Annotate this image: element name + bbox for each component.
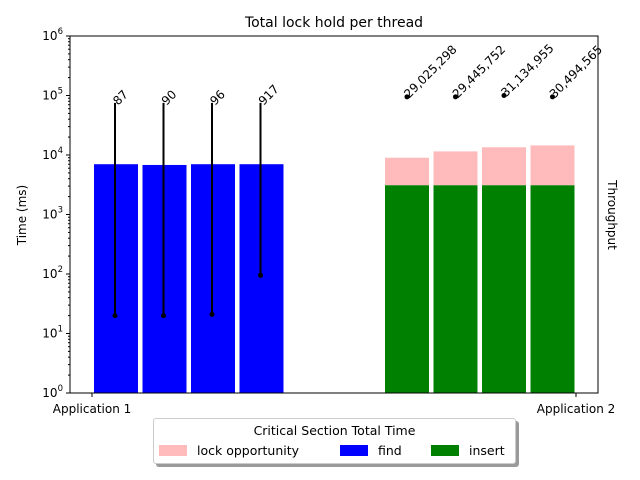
legend-title: Critical Section Total Time xyxy=(253,423,416,438)
y-tick-label: 101 xyxy=(42,325,63,341)
plot-area: 100 101 102 103 104 105 106 Application 1 Applic… xyxy=(42,27,615,416)
legend-swatch-find xyxy=(340,445,368,456)
y-axis-label: Time (ms) xyxy=(15,185,29,247)
lock-opportunity-bar xyxy=(530,145,575,186)
y-tick-label: 105 xyxy=(42,87,63,103)
insert-bar xyxy=(433,185,478,393)
plot-frame xyxy=(69,35,599,394)
legend-item-lock-opportunity: lock opportunity xyxy=(159,443,299,458)
legend-label-find: find xyxy=(378,443,402,458)
x-tick-label: Application 1 xyxy=(53,402,132,416)
y-tick-label: 106 xyxy=(42,27,63,43)
lock-opportunity-bar xyxy=(433,151,478,186)
legend-label-insert: insert xyxy=(469,443,505,458)
legend-swatch-lock-opportunity xyxy=(159,445,187,456)
legend-item-find: find xyxy=(340,443,402,458)
y-axis-label-right: Throughput xyxy=(605,179,619,250)
throughput-point xyxy=(501,93,507,98)
error-bar-point xyxy=(258,272,263,278)
throughput-point xyxy=(404,94,410,100)
lock-opportunity-bar xyxy=(385,157,429,186)
x-tick-label: Application 2 xyxy=(537,402,616,416)
throughput-point xyxy=(453,94,458,100)
throughput-point xyxy=(550,94,555,100)
error-bar-point xyxy=(112,313,118,319)
insert-bar xyxy=(385,185,429,393)
legend: Critical Section Total Time lock opportu… xyxy=(153,418,516,464)
chart-title: Total lock hold per thread xyxy=(244,15,423,31)
y-tick-label: 102 xyxy=(42,265,63,281)
error-bar-point xyxy=(209,311,215,317)
legend-item-insert: insert xyxy=(431,443,505,458)
legend-label-lock-opportunity: lock opportunity xyxy=(197,443,300,458)
insert-bar xyxy=(530,185,575,393)
y-tick-label: 104 xyxy=(42,146,63,162)
insert-bar xyxy=(482,185,526,393)
thread-count-label: 90 xyxy=(159,87,180,108)
error-bar-point xyxy=(161,313,166,319)
y-tick-label: 103 xyxy=(42,206,63,222)
y-tick-label: 100 xyxy=(42,384,63,400)
lock-opportunity-bar xyxy=(482,147,526,186)
thread-count-label: 87 xyxy=(110,87,131,108)
legend-swatch-insert xyxy=(431,445,459,456)
thread-count-label: 96 xyxy=(207,87,228,108)
